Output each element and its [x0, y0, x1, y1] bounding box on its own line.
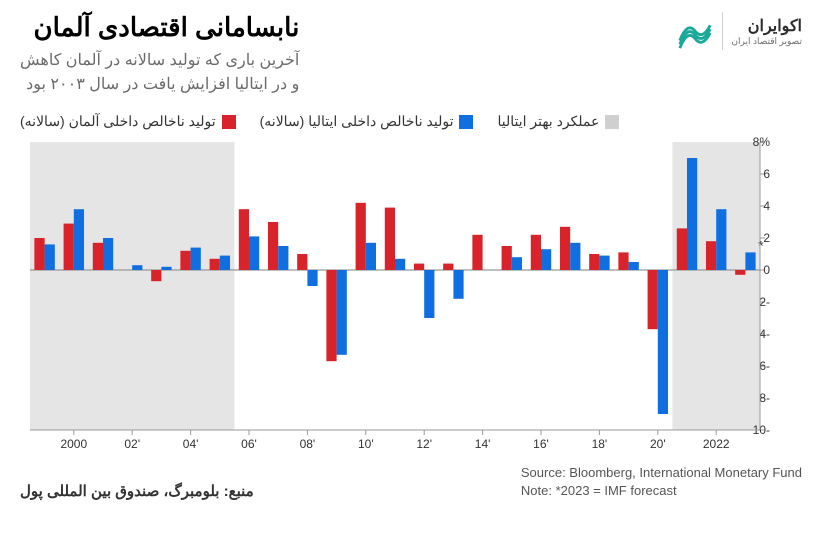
svg-text:-6: -6: [759, 359, 770, 373]
svg-text:2000: 2000: [60, 437, 87, 451]
legend-italy-label: تولید ناخالص داخلی ایتالیا (سالانه): [260, 113, 454, 130]
legend-outperform: عملکرد بهتر ایتالیا: [497, 113, 619, 130]
svg-text:6: 6: [763, 167, 770, 181]
svg-text:'12: '12: [416, 437, 432, 451]
gdp-chart: -10-8-6-4-202468%2000'02'04'06'08'10'12'…: [20, 136, 802, 456]
svg-text:'18: '18: [592, 437, 608, 451]
brand-logo: اکوایران تصویر اقتصاد ایران: [676, 12, 802, 50]
svg-text:'08: '08: [300, 437, 316, 451]
legend: عملکرد بهتر ایتالیا تولید ناخالص داخلی ا…: [20, 113, 802, 130]
swatch-germany: [222, 115, 236, 129]
subtitle-line2: و در ایتالیا افزایش یافت در سال ۲۰۰۳ بود: [20, 73, 299, 97]
page-title: نابسامانی اقتصادی آلمان: [20, 12, 299, 43]
swatch-outperform: [605, 115, 619, 129]
svg-text:'14: '14: [475, 437, 491, 451]
svg-text:2022: 2022: [703, 437, 730, 451]
source-fa: منبع: بلومبرگ، صندوق بین المللی پول: [20, 482, 254, 500]
legend-italy: تولید ناخالص داخلی ایتالیا (سالانه): [260, 113, 474, 130]
legend-outperform-label: عملکرد بهتر ایتالیا: [497, 113, 599, 130]
svg-text:'04: '04: [183, 437, 199, 451]
logo-tagline: تصویر اقتصاد ایران: [731, 36, 802, 47]
svg-text:0: 0: [763, 263, 770, 277]
note-en: Note: *2023 = IMF forecast: [521, 482, 802, 500]
subtitle-line1: آخرین باری که تولید سالانه در آلمان کاهش: [20, 49, 299, 73]
svg-text:8%: 8%: [753, 136, 771, 149]
footer-english: Source: Bloomberg, International Monetar…: [521, 464, 802, 500]
svg-text:'16: '16: [533, 437, 549, 451]
source-en: Source: Bloomberg, International Monetar…: [521, 464, 802, 482]
logo-wave-icon: [676, 12, 714, 50]
svg-text:-8: -8: [759, 391, 770, 405]
svg-text:*: *: [758, 237, 764, 253]
svg-text:'06: '06: [241, 437, 257, 451]
chart-canvas: -10-8-6-4-202468%2000'02'04'06'08'10'12'…: [20, 136, 802, 456]
svg-text:-2: -2: [759, 295, 770, 309]
svg-text:4: 4: [763, 199, 770, 213]
svg-text:'02: '02: [124, 437, 140, 451]
logo-name: اکوایران: [731, 16, 802, 36]
svg-text:2: 2: [763, 231, 770, 245]
svg-text:'10: '10: [358, 437, 374, 451]
legend-germany: تولید ناخالص داخلی آلمان (سالانه): [20, 113, 236, 130]
svg-text:'20: '20: [650, 437, 666, 451]
legend-germany-label: تولید ناخالص داخلی آلمان (سالانه): [20, 113, 216, 130]
svg-text:-4: -4: [759, 327, 770, 341]
swatch-italy: [459, 115, 473, 129]
